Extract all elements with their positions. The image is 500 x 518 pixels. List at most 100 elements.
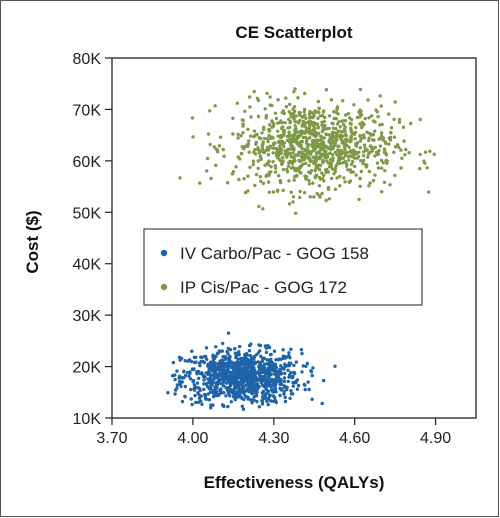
data-point-iv-carbo-pac [233, 395, 237, 399]
data-point-iv-carbo-pac [254, 361, 258, 365]
data-point-iv-carbo-pac [262, 396, 266, 401]
data-point-ip-cis-pac [242, 177, 246, 181]
data-point-iv-carbo-pac [207, 370, 211, 374]
data-point-ip-cis-pac [306, 148, 310, 152]
plot-area [111, 57, 477, 419]
data-point-ip-cis-pac [236, 136, 240, 140]
data-point-ip-cis-pac [214, 147, 219, 151]
data-point-iv-carbo-pac [253, 375, 257, 380]
data-point-ip-cis-pac [379, 158, 384, 163]
data-point-ip-cis-pac [323, 115, 327, 120]
data-point-ip-cis-pac [321, 152, 325, 156]
data-point-ip-cis-pac [266, 180, 271, 184]
data-point-ip-cis-pac [274, 153, 279, 157]
data-point-ip-cis-pac [252, 89, 256, 94]
data-point-iv-carbo-pac [187, 374, 191, 378]
data-point-iv-carbo-pac [258, 373, 262, 378]
data-point-ip-cis-pac [324, 132, 328, 136]
data-point-ip-cis-pac [305, 141, 309, 146]
data-point-iv-carbo-pac [238, 344, 242, 349]
data-point-iv-carbo-pac [303, 383, 307, 387]
data-point-ip-cis-pac [299, 165, 303, 169]
data-point-ip-cis-pac [319, 134, 323, 139]
data-point-iv-carbo-pac [226, 346, 230, 351]
data-point-ip-cis-pac [354, 173, 358, 177]
data-point-iv-carbo-pac [267, 381, 271, 385]
data-point-ip-cis-pac [298, 189, 302, 194]
data-point-ip-cis-pac [338, 174, 342, 179]
data-point-ip-cis-pac [276, 174, 281, 178]
y-tick-label: 40K [73, 257, 102, 274]
data-point-ip-cis-pac [259, 179, 263, 183]
data-point-iv-carbo-pac [240, 387, 245, 392]
data-point-iv-carbo-pac [271, 384, 275, 388]
data-point-iv-carbo-pac [240, 396, 244, 401]
data-point-ip-cis-pac [316, 125, 321, 129]
data-point-ip-cis-pac [353, 164, 357, 169]
data-point-ip-cis-pac [329, 176, 334, 181]
data-point-ip-cis-pac [294, 211, 298, 215]
data-point-iv-carbo-pac [307, 387, 311, 392]
data-point-iv-carbo-pac [209, 383, 213, 387]
data-point-ip-cis-pac [302, 110, 307, 114]
data-point-ip-cis-pac [260, 131, 264, 135]
data-point-ip-cis-pac [418, 166, 422, 171]
data-point-iv-carbo-pac [214, 354, 218, 358]
data-point-ip-cis-pac [268, 146, 272, 150]
data-point-iv-carbo-pac [283, 399, 288, 404]
data-point-ip-cis-pac [324, 198, 328, 203]
data-point-ip-cis-pac [407, 151, 411, 155]
data-point-iv-carbo-pac [240, 382, 244, 387]
data-point-iv-carbo-pac [221, 376, 226, 380]
data-point-ip-cis-pac [352, 103, 356, 107]
data-point-ip-cis-pac [221, 147, 225, 152]
data-point-ip-cis-pac [367, 184, 371, 188]
data-point-ip-cis-pac [291, 151, 295, 155]
data-point-ip-cis-pac [282, 111, 286, 116]
data-point-ip-cis-pac [283, 121, 287, 125]
data-point-ip-cis-pac [349, 117, 354, 122]
data-point-iv-carbo-pac [197, 376, 201, 381]
data-point-iv-carbo-pac [303, 387, 307, 392]
data-point-ip-cis-pac [432, 152, 436, 156]
data-point-ip-cis-pac [213, 104, 217, 108]
data-point-ip-cis-pac [320, 120, 324, 125]
data-point-ip-cis-pac [290, 162, 295, 166]
data-point-iv-carbo-pac [265, 358, 269, 362]
data-point-iv-carbo-pac [189, 359, 194, 364]
data-point-iv-carbo-pac [191, 378, 196, 383]
data-point-iv-carbo-pac [216, 362, 221, 366]
data-point-ip-cis-pac [358, 139, 363, 143]
data-point-ip-cis-pac [379, 104, 383, 108]
data-point-ip-cis-pac [308, 119, 313, 124]
data-point-ip-cis-pac [279, 150, 283, 154]
data-point-iv-carbo-pac [278, 372, 282, 376]
data-point-iv-carbo-pac [202, 354, 207, 359]
data-point-ip-cis-pac [208, 142, 212, 147]
data-point-ip-cis-pac [369, 114, 374, 118]
data-point-iv-carbo-pac [183, 394, 187, 399]
data-point-iv-carbo-pac [241, 390, 245, 394]
data-point-ip-cis-pac [376, 166, 381, 170]
data-point-iv-carbo-pac [224, 394, 228, 398]
data-point-iv-carbo-pac [269, 399, 273, 403]
data-point-ip-cis-pac [392, 117, 396, 122]
data-point-ip-cis-pac [335, 153, 339, 157]
data-point-ip-cis-pac [389, 131, 393, 135]
data-point-ip-cis-pac [300, 150, 304, 154]
data-point-iv-carbo-pac [214, 390, 219, 394]
y-tick-label: 70K [73, 102, 102, 119]
data-point-iv-carbo-pac [226, 377, 231, 381]
data-point-iv-carbo-pac [268, 358, 272, 362]
data-point-ip-cis-pac [294, 114, 298, 118]
data-point-ip-cis-pac [328, 151, 332, 155]
data-point-ip-cis-pac [293, 87, 297, 91]
data-point-ip-cis-pac [312, 111, 317, 115]
data-point-ip-cis-pac [283, 149, 287, 153]
x-tick-label: 4.60 [339, 430, 370, 447]
data-point-ip-cis-pac [428, 149, 432, 153]
data-point-ip-cis-pac [209, 176, 213, 181]
data-point-ip-cis-pac [379, 131, 384, 135]
data-point-iv-carbo-pac [212, 365, 216, 369]
data-point-ip-cis-pac [285, 134, 290, 138]
